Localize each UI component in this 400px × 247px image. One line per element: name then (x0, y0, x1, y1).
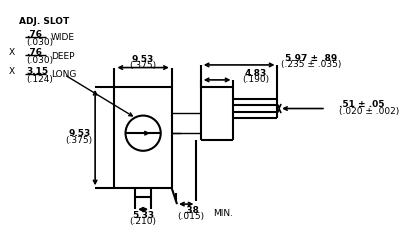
Text: 9.53: 9.53 (68, 129, 90, 138)
Text: 5.97 ± .89: 5.97 ± .89 (285, 54, 337, 63)
Text: (.020 ± .002): (.020 ± .002) (339, 107, 399, 116)
Text: .38: .38 (183, 206, 199, 215)
Text: (.235 ± .035): (.235 ± .035) (281, 61, 341, 69)
Text: (.124): (.124) (26, 75, 53, 83)
Text: .51 ± .05: .51 ± .05 (339, 100, 384, 109)
Text: (.190): (.190) (242, 75, 269, 84)
Text: (.015): (.015) (177, 212, 204, 221)
Text: DEEP: DEEP (51, 52, 74, 61)
Text: MIN.: MIN. (213, 209, 233, 218)
Text: (.375): (.375) (130, 61, 157, 70)
Text: ADJ. SLOT: ADJ. SLOT (19, 17, 70, 26)
Text: X: X (9, 67, 15, 76)
Text: (.030): (.030) (26, 56, 54, 65)
Text: 4.83: 4.83 (244, 69, 266, 78)
Text: (.210): (.210) (130, 217, 157, 226)
Text: 9.53: 9.53 (132, 55, 154, 64)
Text: .76: .76 (26, 30, 42, 39)
Text: (.375): (.375) (66, 136, 93, 145)
Text: 5.33: 5.33 (132, 211, 154, 220)
Text: 3.15: 3.15 (26, 67, 48, 76)
Text: WIDE: WIDE (51, 33, 75, 42)
Text: X: X (9, 48, 15, 57)
Text: .76: .76 (26, 48, 42, 57)
Text: LONG: LONG (51, 70, 76, 79)
Text: (.030): (.030) (26, 38, 54, 46)
